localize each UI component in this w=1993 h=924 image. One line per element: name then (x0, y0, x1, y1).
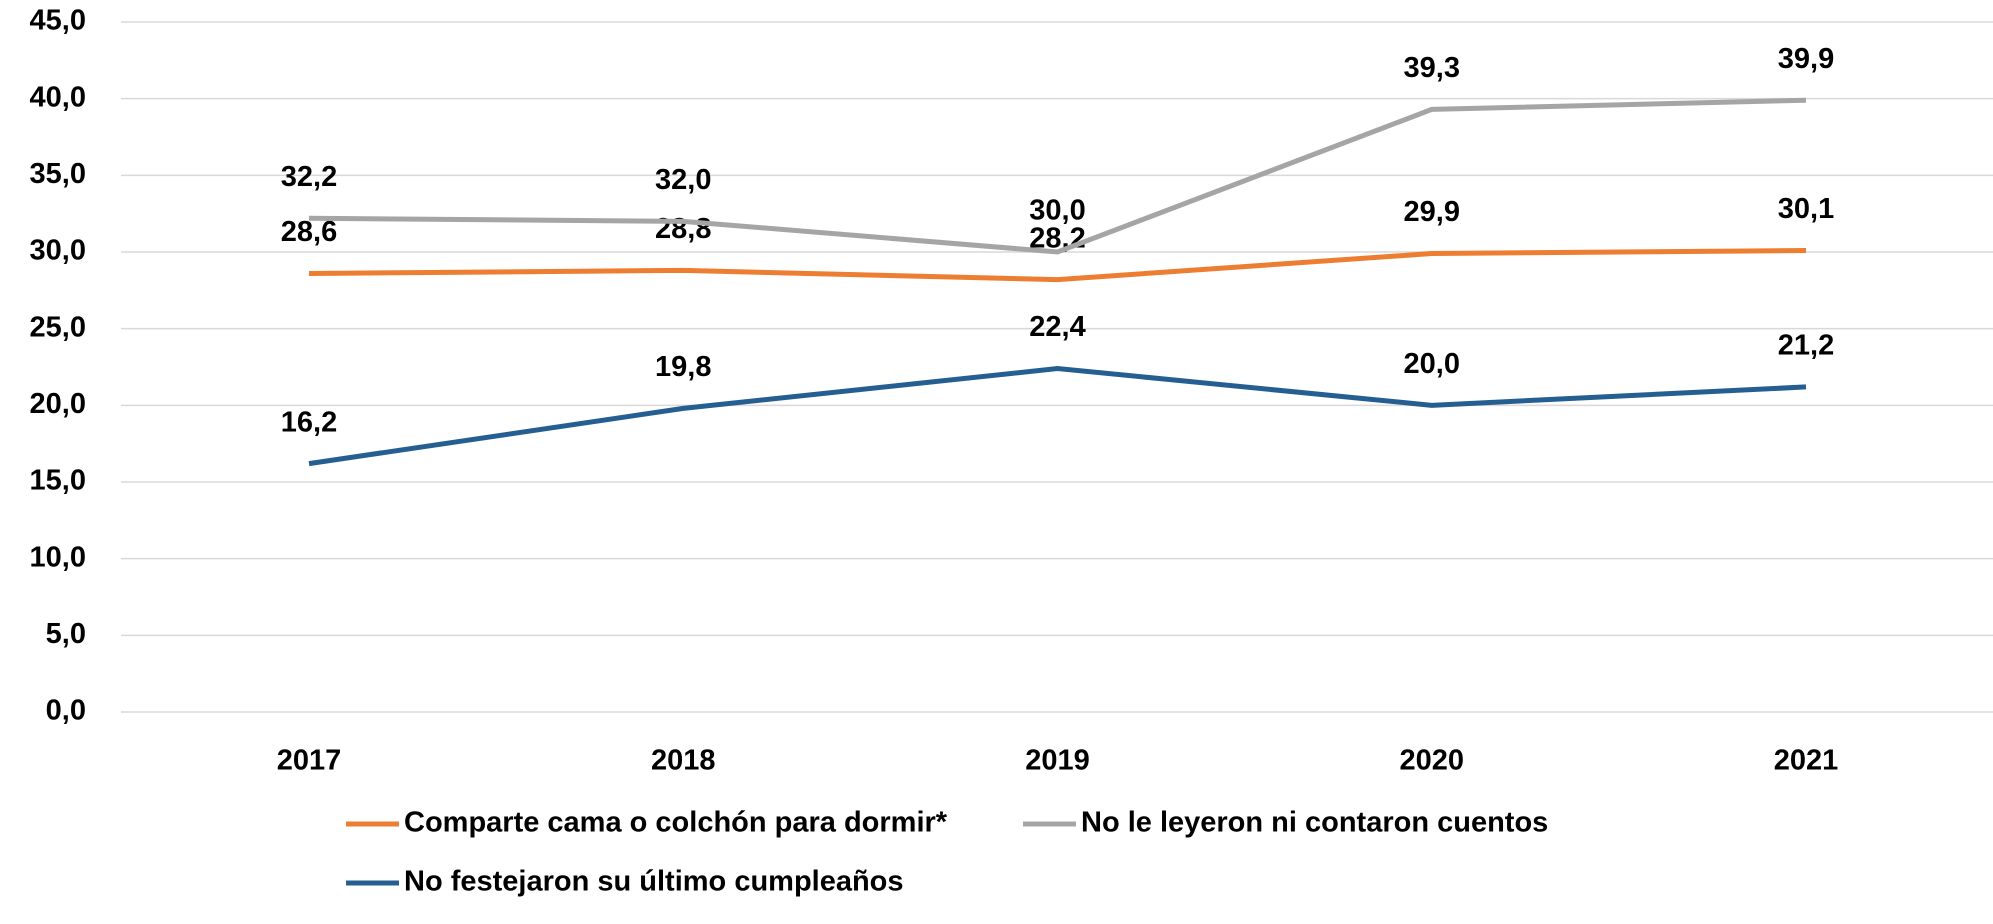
legend-label: No festejaron su último cumpleaños (404, 866, 904, 898)
y-tick-label: 30,0 (30, 235, 86, 267)
data-label: 32,0 (655, 164, 711, 196)
data-label: 32,2 (281, 161, 337, 193)
line-series (308, 247, 1807, 283)
y-tick-label: 15,0 (30, 465, 86, 497)
y-tick-label: 0,0 (46, 695, 86, 727)
x-tick-label: 2018 (651, 745, 716, 777)
x-tick-label: 2017 (277, 745, 342, 777)
y-tick-label: 10,0 (30, 541, 86, 573)
legend-label: Comparte cama o colchón para dormir* (404, 807, 948, 839)
data-label: 22,4 (1029, 311, 1085, 343)
data-label: 30,0 (1029, 195, 1085, 227)
y-tick-label: 25,0 (30, 311, 86, 343)
data-label: 21,2 (1778, 330, 1834, 362)
line-series (308, 366, 1807, 467)
data-label: 20,0 (1404, 348, 1460, 380)
y-tick-label: 20,0 (30, 388, 86, 420)
data-label: 28,8 (655, 213, 711, 245)
data-label: 30,1 (1778, 193, 1834, 225)
data-label: 16,2 (281, 406, 337, 438)
line-series (308, 97, 1807, 255)
y-tick-label: 40,0 (30, 81, 86, 113)
data-label: 39,3 (1404, 52, 1460, 84)
x-tick-label: 2019 (1025, 745, 1090, 777)
y-tick-label: 45,0 (30, 5, 86, 37)
y-tick-label: 35,0 (30, 158, 86, 190)
y-tick-label: 5,0 (46, 618, 86, 650)
data-label: 19,8 (655, 351, 711, 383)
data-label: 39,9 (1778, 43, 1834, 75)
legend-label: No le leyeron ni contaron cuentos (1081, 807, 1548, 839)
data-label: 29,9 (1404, 196, 1460, 228)
data-label: 28,6 (281, 216, 337, 248)
x-tick-label: 2021 (1774, 745, 1839, 777)
x-tick-label: 2020 (1399, 745, 1464, 777)
